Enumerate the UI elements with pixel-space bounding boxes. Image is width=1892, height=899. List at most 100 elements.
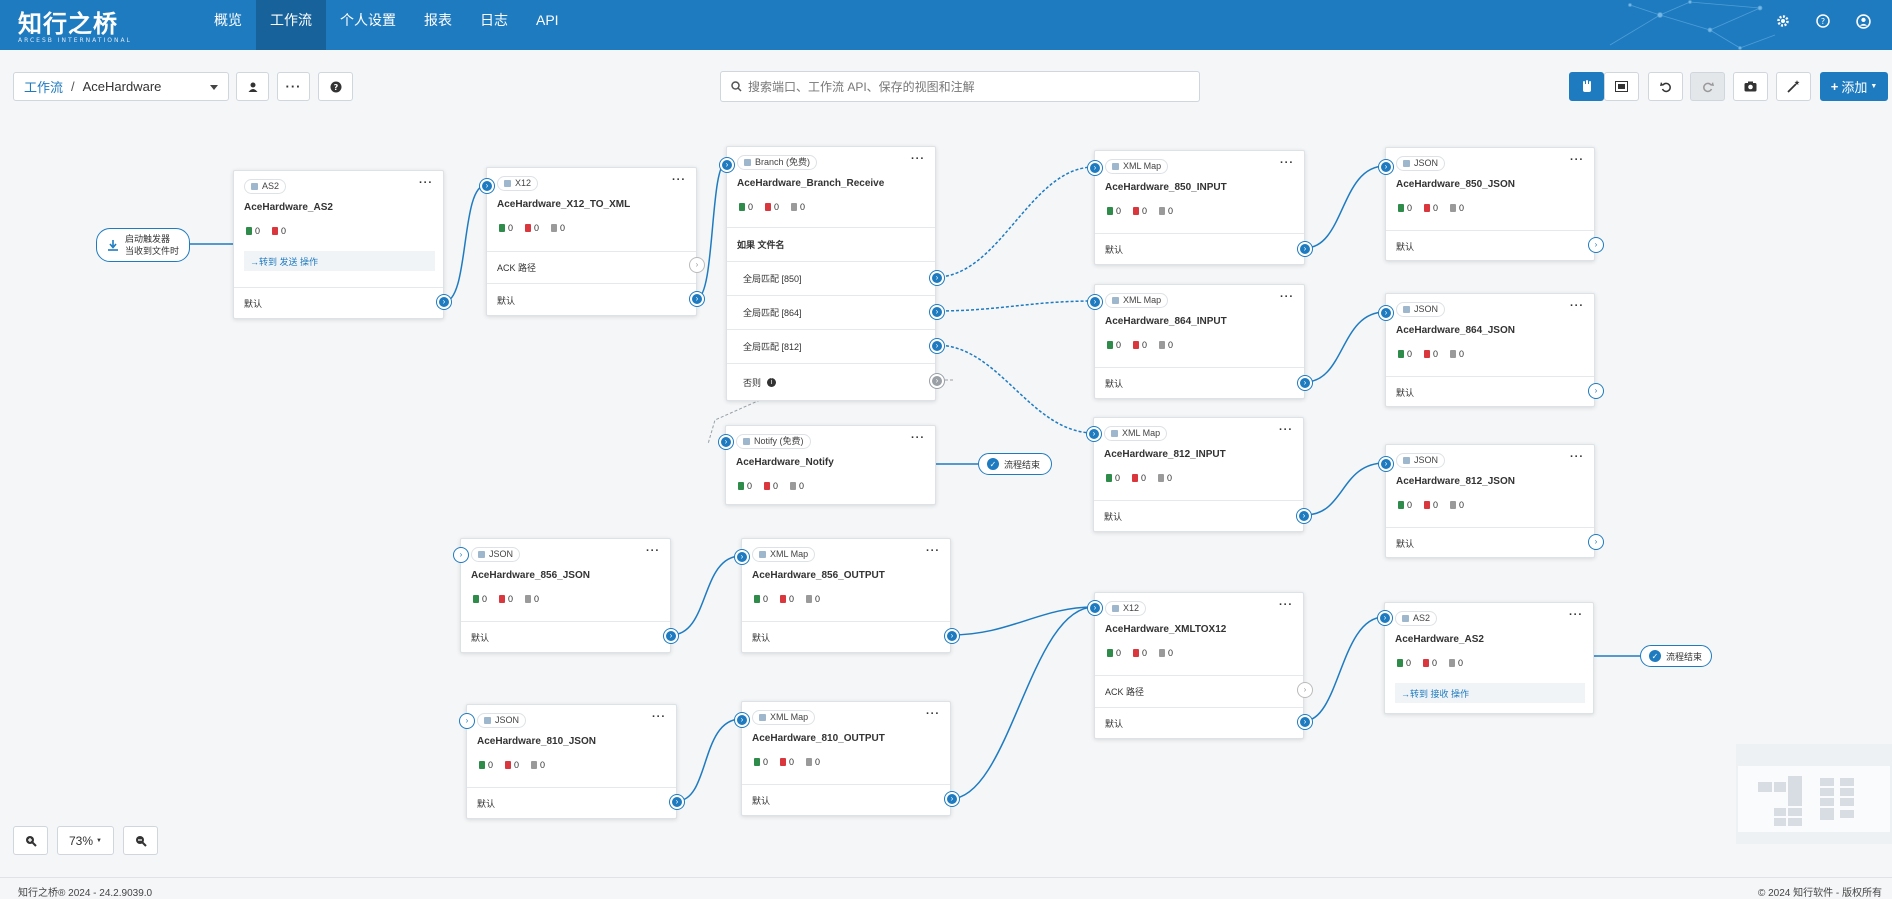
connector-xml-864-input[interactable]: XML Map ··· AceHardware_864_INPUT 0 0 0 … <box>1088 284 1312 399</box>
input-port[interactable]: › <box>1379 457 1393 471</box>
goto-send-action-link[interactable]: →转到 发送 操作 <box>244 251 435 271</box>
help-icon[interactable]: ? <box>1814 12 1832 30</box>
input-port[interactable]: › <box>1087 427 1101 441</box>
connector-json-850[interactable]: JSON ··· AceHardware_850_JSON 0 0 0 默认 ›… <box>1379 147 1603 261</box>
settings-icon[interactable] <box>1774 12 1792 30</box>
minimap[interactable] <box>1736 744 1892 844</box>
output-port[interactable]: › <box>1298 242 1312 256</box>
nav-logs[interactable]: 日志 <box>480 12 508 28</box>
node-menu-button[interactable]: ··· <box>419 177 433 189</box>
connector-xml-810-output[interactable]: XML Map ··· AceHardware_810_OUTPUT 0 0 0… <box>735 701 959 816</box>
select-mode-button[interactable] <box>1604 72 1639 101</box>
pan-mode-button[interactable] <box>1569 72 1604 101</box>
connector-x12-to-xml[interactable]: X12 ··· AceHardware_X12_TO_XML 0 0 0 ACK… <box>480 167 704 316</box>
node-menu-button[interactable]: ··· <box>1279 599 1293 611</box>
chevron-down-icon[interactable] <box>210 85 218 90</box>
nav-workflow[interactable]: 工作流 <box>256 0 326 50</box>
node-menu-button[interactable]: ··· <box>672 174 686 186</box>
nav-profile[interactable]: 个人设置 <box>340 12 396 28</box>
redo-button[interactable] <box>1690 72 1725 101</box>
node-menu-button[interactable]: ··· <box>646 545 660 557</box>
input-port[interactable]: › <box>719 435 733 449</box>
user-icon[interactable] <box>1854 12 1872 30</box>
node-menu-button[interactable]: ··· <box>652 711 666 723</box>
input-port[interactable]: › <box>735 550 749 564</box>
input-port[interactable]: › <box>1378 611 1392 625</box>
nav-reports[interactable]: 报表 <box>424 12 452 28</box>
owner-button[interactable] <box>236 72 269 101</box>
connector-json-812[interactable]: JSON ··· AceHardware_812_JSON 0 0 0 默认 ›… <box>1379 444 1603 558</box>
output-port[interactable]: › <box>664 629 678 643</box>
node-menu-button[interactable]: ··· <box>926 708 940 720</box>
snapshot-button[interactable] <box>1733 72 1768 101</box>
connector-branch-receive[interactable]: Branch (免费) ··· AceHardware_Branch_Recei… <box>720 146 944 401</box>
message-counts: 0 0 0 <box>1107 648 1173 658</box>
node-menu-button[interactable]: ··· <box>1570 451 1584 463</box>
input-port[interactable]: › <box>1379 306 1393 320</box>
node-menu-button[interactable]: ··· <box>1570 300 1584 312</box>
output-port[interactable]: › <box>1298 376 1312 390</box>
connector-as2-inbound[interactable]: AS2 ··· AceHardware_AS2 0 0 →转到 发送 操作 默认… <box>233 170 451 319</box>
zoom-in-button[interactable] <box>13 826 48 855</box>
connector-as2-outbound[interactable]: AS2 ··· AceHardware_AS2 0 0 0 →转到 接收 操作 … <box>1378 602 1594 714</box>
file-error-icon <box>1133 649 1140 657</box>
search-input[interactable]: 搜索端口、工作流 API、保存的视图和注解 <box>720 71 1200 102</box>
nav-api[interactable]: API <box>536 12 559 28</box>
connector-notify[interactable]: Notify (免费) ··· AceHardware_Notify 0 0 0… <box>719 425 936 505</box>
breadcrumb-root[interactable]: 工作流 <box>24 80 64 95</box>
input-port[interactable]: › <box>454 548 468 562</box>
connector-xml-812-input[interactable]: XML Map ··· AceHardware_812_INPUT 0 0 0 … <box>1087 417 1311 532</box>
connector-json-810[interactable]: JSON ··· AceHardware_810_JSON 0 0 0 默认 ›… <box>460 704 684 819</box>
input-port[interactable]: › <box>1379 160 1393 174</box>
input-port[interactable]: › <box>720 158 734 172</box>
output-port[interactable]: › <box>1298 715 1312 729</box>
node-menu-button[interactable]: ··· <box>1570 154 1584 166</box>
case-812-port[interactable]: › <box>930 339 944 353</box>
logo[interactable]: 知行之桥 ARCESB INTERNATIONAL <box>18 4 132 44</box>
input-port[interactable]: › <box>735 713 749 727</box>
help-button[interactable]: ? <box>318 72 353 101</box>
node-menu-button[interactable]: ··· <box>911 153 925 165</box>
output-port[interactable]: › <box>945 629 959 643</box>
auto-layout-button[interactable] <box>1776 72 1811 101</box>
input-port[interactable]: › <box>1088 601 1102 615</box>
output-port[interactable]: › <box>1589 238 1603 252</box>
connector-xml-856-output[interactable]: XML Map ··· AceHardware_856_OUTPUT 0 0 0… <box>735 538 959 653</box>
output-port[interactable]: › <box>1589 535 1603 549</box>
input-port[interactable]: › <box>1088 295 1102 309</box>
start-trigger[interactable]: 启动触发器 当收到文件时 <box>96 228 190 262</box>
input-port[interactable]: › <box>1088 161 1102 175</box>
node-menu-button[interactable]: ··· <box>1279 424 1293 436</box>
output-port[interactable]: › <box>1589 384 1603 398</box>
case-850-port[interactable]: › <box>930 271 944 285</box>
input-port[interactable]: › <box>480 179 494 193</box>
undo-button[interactable] <box>1648 72 1683 101</box>
file-pending-icon <box>1450 350 1457 358</box>
connector-xml-to-x12[interactable]: X12 ··· AceHardware_XMLTOX12 0 0 0 ACK 路… <box>1088 592 1312 739</box>
ack-output-port[interactable]: › <box>1298 683 1312 697</box>
nav-overview[interactable]: 概览 <box>214 12 242 28</box>
output-port[interactable]: › <box>1297 509 1311 523</box>
output-port[interactable]: › <box>670 795 684 809</box>
ack-output-port[interactable]: › <box>690 258 704 272</box>
connector-xml-850-input[interactable]: XML Map ··· AceHardware_850_INPUT 0 0 0 … <box>1088 150 1312 265</box>
add-button[interactable]: + 添加 ▼ <box>1820 72 1888 101</box>
connector-json-856[interactable]: JSON ··· AceHardware_856_JSON 0 0 0 默认 ›… <box>454 538 678 653</box>
node-menu-button[interactable]: ··· <box>1280 157 1294 169</box>
node-menu-button[interactable]: ··· <box>1280 291 1294 303</box>
node-menu-button[interactable]: ··· <box>911 432 925 444</box>
output-port[interactable]: › <box>437 295 451 309</box>
input-port[interactable]: › <box>460 714 474 728</box>
more-options-button[interactable]: ··· <box>277 72 310 101</box>
connector-json-864[interactable]: JSON ··· AceHardware_864_JSON 0 0 0 默认 ›… <box>1379 293 1603 407</box>
node-menu-button[interactable]: ··· <box>926 545 940 557</box>
output-port[interactable]: › <box>945 792 959 806</box>
case-864-port[interactable]: › <box>930 305 944 319</box>
node-menu-button[interactable]: ··· <box>1569 609 1583 621</box>
goto-receive-action-link[interactable]: →转到 接收 操作 <box>1395 683 1585 703</box>
breadcrumb[interactable]: 工作流 / AceHardware <box>13 72 229 101</box>
zoom-level-dropdown[interactable]: 73% ▼ <box>57 826 114 855</box>
zoom-out-button[interactable] <box>123 826 158 855</box>
output-port[interactable]: › <box>690 292 704 306</box>
else-port[interactable]: › <box>930 374 944 388</box>
